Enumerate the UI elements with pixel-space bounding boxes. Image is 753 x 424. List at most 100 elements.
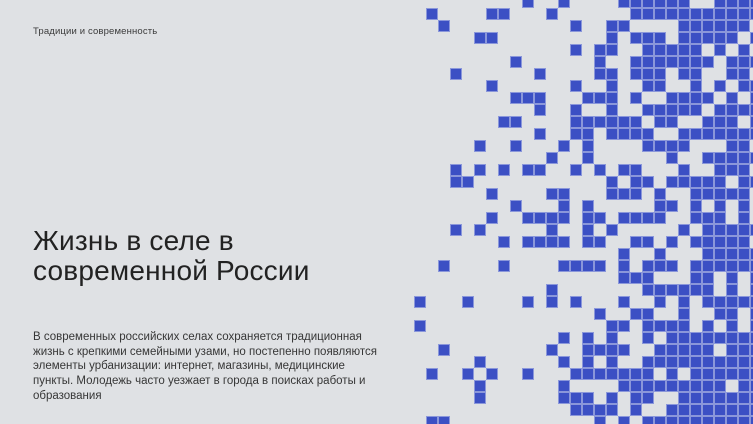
mosaic-cell xyxy=(546,236,558,248)
mosaic-cell xyxy=(678,104,690,116)
mosaic-cell xyxy=(630,272,642,284)
mosaic-cell xyxy=(498,116,510,128)
mosaic-cell xyxy=(606,128,618,140)
mosaic-cell xyxy=(570,80,582,92)
mosaic-cell xyxy=(606,356,618,368)
mosaic-cell xyxy=(642,380,654,392)
mosaic-cell xyxy=(738,164,750,176)
mosaic-cell xyxy=(582,152,594,164)
mosaic-cell xyxy=(714,128,726,140)
mosaic-cell xyxy=(726,236,738,248)
mosaic-cell xyxy=(582,92,594,104)
mosaic-cell xyxy=(642,176,654,188)
mosaic-cell xyxy=(546,152,558,164)
mosaic-cell xyxy=(690,176,702,188)
mosaic-cell xyxy=(630,380,642,392)
mosaic-cell xyxy=(678,0,690,8)
mosaic-cell xyxy=(594,212,606,224)
mosaic-cell xyxy=(618,272,630,284)
mosaic-cell xyxy=(654,380,666,392)
mosaic-cell xyxy=(690,356,702,368)
mosaic-cell xyxy=(726,320,738,332)
mosaic-cell xyxy=(702,392,714,404)
mosaic-cell xyxy=(666,92,678,104)
mosaic-cell xyxy=(606,80,618,92)
mosaic-cell xyxy=(630,236,642,248)
mosaic-cell xyxy=(714,224,726,236)
mosaic-cell xyxy=(618,368,630,380)
mosaic-cell xyxy=(738,44,750,56)
mosaic-cell xyxy=(654,56,666,68)
mosaic-cell xyxy=(654,356,666,368)
mosaic-cell xyxy=(750,0,753,8)
mosaic-cell xyxy=(738,296,750,308)
mosaic-cell xyxy=(582,368,594,380)
mosaic-cell xyxy=(726,416,738,424)
mosaic-cell xyxy=(726,272,738,284)
mosaic-cell xyxy=(642,68,654,80)
mosaic-cell xyxy=(654,80,666,92)
mosaic-cell xyxy=(630,404,642,416)
mosaic-cell xyxy=(594,44,606,56)
mosaic-cell xyxy=(666,368,678,380)
mosaic-cell xyxy=(750,32,753,44)
mosaic-cell xyxy=(486,32,498,44)
mosaic-cell xyxy=(642,392,654,404)
mosaic-cell xyxy=(750,8,753,20)
mosaic-cell xyxy=(714,260,726,272)
mosaic-cell xyxy=(462,368,474,380)
mosaic-cell xyxy=(726,356,738,368)
mosaic-cell xyxy=(426,368,438,380)
mosaic-cell xyxy=(654,260,666,272)
mosaic-cell xyxy=(738,248,750,260)
mosaic-cell xyxy=(690,236,702,248)
mosaic-cell xyxy=(558,392,570,404)
mosaic-cell xyxy=(594,260,606,272)
mosaic-cell xyxy=(606,116,618,128)
mosaic-cell xyxy=(738,200,750,212)
mosaic-cell xyxy=(714,368,726,380)
mosaic-cell xyxy=(606,92,618,104)
mosaic-cell xyxy=(522,92,534,104)
mosaic-cell xyxy=(690,272,702,284)
mosaic-cell xyxy=(750,344,753,356)
mosaic-cell xyxy=(606,320,618,332)
mosaic-cell xyxy=(726,116,738,128)
mosaic-cell xyxy=(666,0,678,8)
mosaic-cell xyxy=(654,116,666,128)
mosaic-cell xyxy=(438,416,450,424)
mosaic-cell xyxy=(510,116,522,128)
mosaic-cell xyxy=(690,68,702,80)
mosaic-cell xyxy=(582,404,594,416)
mosaic-cell xyxy=(582,344,594,356)
mosaic-cell xyxy=(642,260,654,272)
mosaic-cell xyxy=(738,404,750,416)
mosaic-cell xyxy=(594,308,606,320)
mosaic-cell xyxy=(702,356,714,368)
mosaic-cell xyxy=(678,416,690,424)
mosaic-cell xyxy=(570,128,582,140)
mosaic-cell xyxy=(510,56,522,68)
mosaic-cell xyxy=(666,404,678,416)
mosaic-cell xyxy=(702,272,714,284)
mosaic-cell xyxy=(606,44,618,56)
mosaic-cell xyxy=(642,128,654,140)
mosaic-cell xyxy=(630,308,642,320)
mosaic-cell xyxy=(690,20,702,32)
mosaic-cell xyxy=(678,140,690,152)
mosaic-cell xyxy=(618,320,630,332)
mosaic-cell xyxy=(726,296,738,308)
mosaic-cell xyxy=(666,236,678,248)
mosaic-cell xyxy=(630,56,642,68)
mosaic-cell xyxy=(450,68,462,80)
mosaic-cell xyxy=(498,8,510,20)
mosaic-cell xyxy=(546,188,558,200)
mosaic-cell xyxy=(702,32,714,44)
mosaic-cell xyxy=(486,188,498,200)
mosaic-cell xyxy=(702,128,714,140)
mosaic-cell xyxy=(570,404,582,416)
mosaic-cell xyxy=(630,128,642,140)
mosaic-cell xyxy=(534,212,546,224)
mosaic-cell xyxy=(738,260,750,272)
